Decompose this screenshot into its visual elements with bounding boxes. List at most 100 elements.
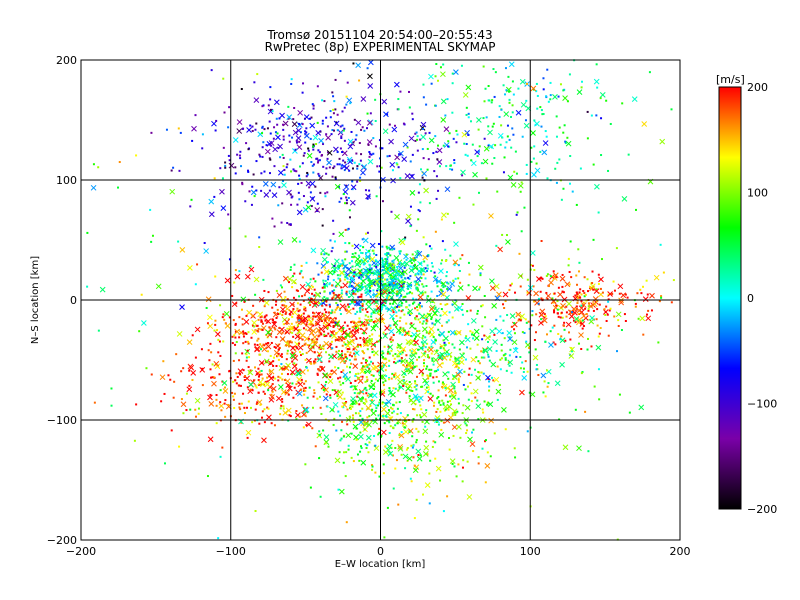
data-point xyxy=(563,328,566,331)
data-point-x xyxy=(447,387,454,394)
data-point xyxy=(430,270,433,273)
data-point xyxy=(339,70,342,73)
data-point-x xyxy=(446,286,453,292)
data-point xyxy=(429,372,432,375)
data-point xyxy=(413,517,416,520)
data-point-x xyxy=(423,380,430,387)
data-point xyxy=(308,296,311,299)
data-point xyxy=(371,348,374,351)
data-point xyxy=(525,321,528,324)
data-point xyxy=(561,316,564,319)
data-point xyxy=(522,367,525,370)
data-point xyxy=(408,395,411,398)
data-point xyxy=(549,275,552,278)
data-point-x xyxy=(559,361,565,368)
data-point xyxy=(384,379,387,382)
data-point xyxy=(335,307,338,310)
data-point xyxy=(524,360,527,363)
data-point xyxy=(415,256,418,259)
data-point xyxy=(326,327,329,330)
data-point xyxy=(380,292,383,295)
data-point xyxy=(380,282,383,285)
data-point xyxy=(241,181,244,184)
data-point xyxy=(318,457,321,460)
data-point-x xyxy=(232,137,239,143)
data-point xyxy=(328,324,331,327)
data-point xyxy=(378,402,381,405)
data-point xyxy=(453,346,456,349)
data-point xyxy=(351,252,354,255)
data-point xyxy=(556,161,559,164)
data-point xyxy=(313,315,316,318)
data-point xyxy=(362,263,365,266)
data-point-x xyxy=(449,329,456,336)
data-point xyxy=(357,288,360,291)
data-point xyxy=(508,288,511,291)
data-point xyxy=(381,245,384,248)
data-point xyxy=(449,254,452,257)
data-point xyxy=(351,414,354,417)
data-point xyxy=(493,333,496,336)
data-point xyxy=(335,332,338,335)
data-point-x xyxy=(243,319,250,325)
data-point xyxy=(419,201,422,204)
data-point xyxy=(292,168,295,171)
data-point xyxy=(549,94,552,97)
data-point xyxy=(483,100,486,103)
data-point xyxy=(348,262,351,265)
data-point xyxy=(293,169,296,172)
data-point xyxy=(378,275,381,278)
data-point xyxy=(302,82,305,85)
data-point xyxy=(595,63,598,66)
data-point xyxy=(491,376,494,379)
data-point xyxy=(409,291,412,294)
data-point-x xyxy=(366,139,373,145)
data-point xyxy=(348,274,351,277)
data-point xyxy=(500,124,503,127)
data-point-x xyxy=(326,149,333,156)
data-point xyxy=(256,339,259,342)
data-point xyxy=(346,408,349,411)
data-point xyxy=(283,304,286,307)
data-point xyxy=(370,379,373,382)
data-point xyxy=(484,349,487,352)
data-point xyxy=(330,133,333,136)
data-point xyxy=(484,439,487,442)
data-point xyxy=(333,294,336,297)
data-point-x xyxy=(406,455,413,462)
data-point xyxy=(273,311,276,314)
data-point xyxy=(349,407,352,410)
data-point xyxy=(598,332,601,335)
data-point xyxy=(439,403,442,406)
data-point-x xyxy=(530,85,537,92)
data-point xyxy=(579,167,582,170)
data-point xyxy=(451,303,454,306)
data-point xyxy=(259,343,262,346)
data-point xyxy=(520,318,523,321)
data-point xyxy=(353,118,356,121)
data-point xyxy=(372,311,375,314)
data-point xyxy=(424,350,427,353)
data-point xyxy=(372,320,375,323)
data-point xyxy=(409,389,412,392)
data-point xyxy=(356,392,359,395)
data-point xyxy=(290,322,293,325)
data-point xyxy=(370,464,373,467)
data-point xyxy=(392,259,395,262)
data-point xyxy=(351,403,354,406)
data-point-x xyxy=(141,320,147,326)
colorbar-tick-label: 200 xyxy=(747,81,768,94)
data-point xyxy=(359,289,362,292)
data-point xyxy=(658,300,661,303)
data-point xyxy=(502,354,505,357)
data-point xyxy=(360,293,363,296)
data-point xyxy=(331,389,334,392)
data-point-x xyxy=(207,436,214,443)
data-point-x xyxy=(224,277,231,284)
data-point xyxy=(446,281,449,284)
data-point xyxy=(648,71,651,74)
data-point xyxy=(592,238,595,241)
data-point-x xyxy=(639,315,646,322)
data-point xyxy=(345,95,348,98)
data-point xyxy=(340,350,343,353)
